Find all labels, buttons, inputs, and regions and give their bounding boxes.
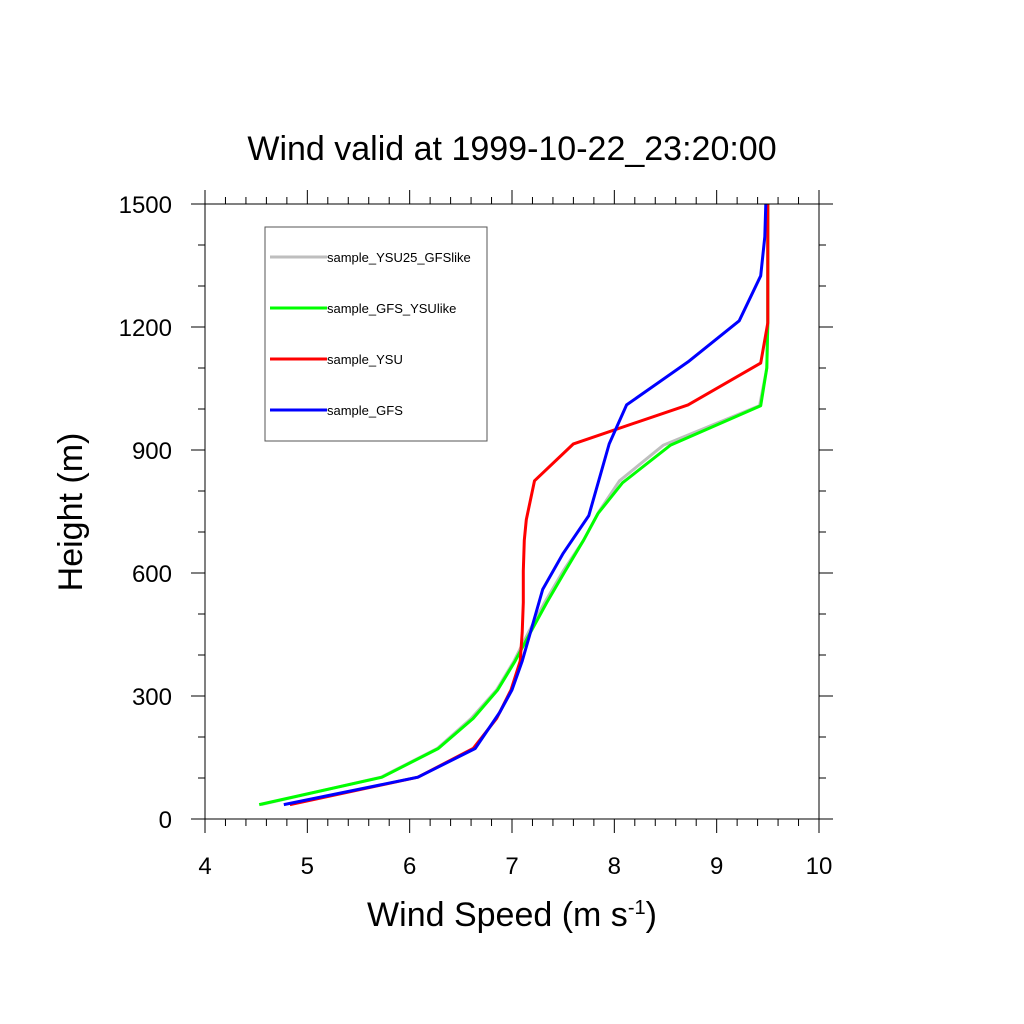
chart-title: Wind valid at 1999-10-22_23:20:00 [247,130,776,168]
y-tick-label: 300 [132,684,172,711]
series-layer [258,203,770,807]
legend-label: sample_GFS_YSUlike [327,301,456,316]
x-tick-label: 5 [301,853,314,880]
y-tick-label: 0 [159,807,172,834]
series-line-sample-gfs [283,203,768,807]
series-line-sample-gfs-ysulike [258,204,770,807]
y-tick-label: 1500 [119,192,172,219]
legend-label: sample_YSU25_GFSlike [327,250,471,265]
legend-label: sample_YSU [327,352,403,367]
legend: sample_YSU25_GFSlike sample_GFS_YSUlikesa… [264,226,488,442]
x-tick-label: 6 [403,853,416,880]
y-axis-title: Height (m) [52,433,90,592]
x-tick-label: 4 [198,853,211,880]
y-tick-label: 900 [132,438,172,465]
y-tick-label: 600 [132,561,172,588]
tick-labels: 4 5 6 7 8 9 10 0 300 600 900 1200 1500 [119,192,833,880]
legend-items: sample_YSU25_GFSlike sample_GFS_YSUlikesa… [270,250,471,418]
x-tick-label: 9 [710,853,723,880]
x-tick-label: 10 [806,853,833,880]
axis-ticks [191,190,833,833]
x-tick-label: 7 [505,853,518,880]
x-axis-title-superscript: -1 [628,897,646,919]
y-tick-label: 1200 [119,315,172,342]
x-axis-title: Wind Speed (m s-1) [367,896,657,934]
plot-frame [204,203,820,820]
legend-label: sample_GFS [327,403,403,418]
x-axis-title-suffix: ) [646,896,657,934]
legend-box [264,226,488,442]
x-tick-label: 8 [608,853,621,880]
x-axis-title-text: Wind Speed (m s [367,896,628,934]
